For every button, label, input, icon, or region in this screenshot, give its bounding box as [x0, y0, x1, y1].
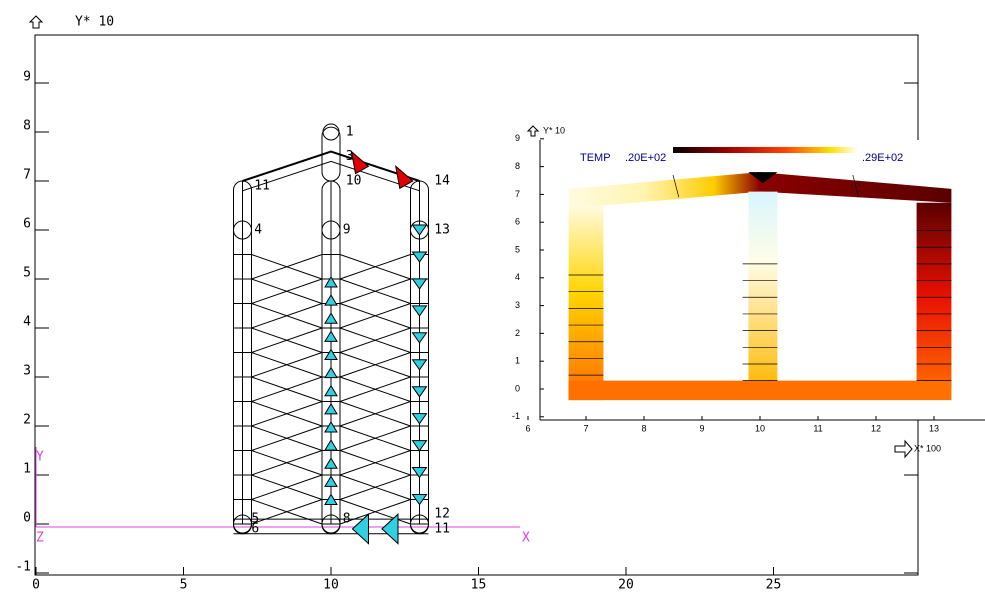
y-tick-label: 0	[515, 383, 520, 393]
x-tick-label: 7	[583, 423, 588, 433]
load	[413, 468, 427, 478]
load	[413, 333, 427, 343]
y-tick-label: 9	[23, 70, 31, 85]
load	[325, 331, 337, 341]
load	[325, 295, 337, 305]
x-tick-label: 10	[323, 578, 339, 593]
load	[325, 368, 337, 378]
y-tick-label: 3	[23, 364, 31, 379]
x-tick-label: 0	[32, 578, 40, 593]
x-tick-label: 12	[871, 423, 881, 433]
x-tick-label: 20	[618, 578, 634, 593]
load	[413, 279, 427, 289]
y-tick-label: 7	[515, 189, 520, 199]
node-label: 6	[251, 521, 259, 536]
node-label: 9	[343, 223, 351, 238]
load	[413, 387, 427, 397]
y-tick-label: 8	[515, 161, 520, 171]
y-tick-label: 4	[23, 315, 31, 330]
y-tick-label: 4	[515, 272, 520, 282]
axis-name: Z	[36, 531, 44, 546]
base-beam	[569, 381, 952, 400]
x-tick-label: 10	[755, 423, 765, 433]
y-tick-label: 2	[515, 328, 520, 338]
x-tick-label: 15	[471, 578, 487, 593]
y-tick-label: 3	[515, 300, 520, 310]
node-label: 10	[346, 174, 362, 189]
load	[325, 440, 337, 450]
load	[325, 349, 337, 359]
y-tick-label: 9	[515, 133, 520, 143]
load	[325, 458, 337, 468]
node-label: 13	[434, 223, 450, 238]
node	[323, 124, 339, 140]
node-label: 12	[434, 507, 450, 522]
load	[325, 313, 337, 323]
y-tick-label: 1	[23, 462, 31, 477]
node-label: 11	[434, 521, 450, 536]
load	[325, 386, 337, 396]
node-label: 11	[254, 178, 270, 193]
axis-arrow	[895, 441, 912, 457]
node-label: 3	[346, 149, 354, 164]
node-label: 1	[346, 125, 354, 140]
y-tick-label: 8	[23, 119, 31, 134]
column-left	[569, 206, 604, 401]
y-tick-label: 7	[23, 168, 31, 183]
load	[413, 252, 427, 262]
load	[413, 306, 427, 316]
screen: Y* 10 0510152025-10123456789XYZ131014114…	[0, 0, 985, 595]
x-tick-label: 5	[180, 578, 188, 593]
rafter	[243, 152, 420, 181]
column-mid	[748, 192, 777, 389]
y-tick-label: 6	[515, 217, 520, 227]
axis-arrow	[30, 16, 42, 28]
axis-name: Y	[36, 450, 44, 465]
axis-arrow	[528, 126, 538, 136]
node-label: 8	[343, 512, 351, 527]
x-tick-label: 9	[699, 423, 704, 433]
load	[325, 476, 337, 486]
axis-name: X	[522, 531, 530, 546]
y-tick-label: 2	[23, 413, 31, 428]
load	[325, 404, 337, 414]
legend-title: TEMP	[580, 152, 611, 164]
x-tick-label: 13	[929, 423, 939, 433]
node-label: 4	[254, 223, 262, 238]
y-tick-label: -1	[15, 560, 31, 575]
x-tick-label: 25	[766, 578, 782, 593]
y-tick-label: 5	[23, 266, 31, 281]
y-tick-label: -1	[512, 411, 520, 421]
legend-min: .20E+02	[625, 152, 666, 164]
x-tick-label: 8	[641, 423, 646, 433]
legend-bar	[673, 147, 858, 153]
axis-title: Y* 10	[75, 15, 114, 30]
x-tick-label: 11	[813, 423, 822, 433]
y-tick-label: 1	[515, 356, 520, 366]
load	[413, 225, 427, 235]
axis-title: X* 100	[914, 443, 941, 453]
load	[325, 277, 337, 287]
y-tick-label: 6	[23, 217, 31, 232]
axis-title: Y* 10	[543, 125, 565, 135]
x-tick-label: 6	[525, 423, 530, 433]
y-tick-label: 0	[23, 511, 31, 526]
legend-max: .29E+02	[862, 152, 903, 164]
load	[413, 414, 427, 424]
node-label: 14	[434, 174, 450, 189]
load	[413, 360, 427, 370]
y-tick-label: 5	[515, 244, 520, 254]
load	[325, 422, 337, 432]
load	[413, 441, 427, 451]
